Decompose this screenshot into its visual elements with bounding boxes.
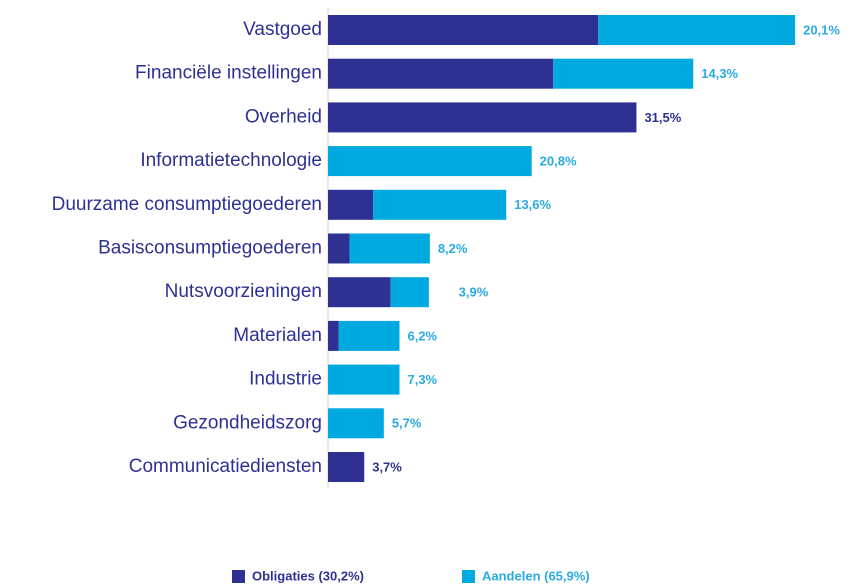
bar-segment — [328, 189, 374, 220]
value-label: 3,7% — [372, 459, 402, 474]
bar-segment — [553, 58, 694, 89]
value-label: 5,7% — [392, 416, 422, 431]
category-label: Vastgoed — [243, 19, 322, 40]
category-label: Financiële instellingen — [135, 63, 322, 84]
value-label: 3,9% — [459, 285, 489, 300]
bar-segment — [349, 233, 430, 264]
bar-segment — [328, 15, 599, 45]
legend-label: Obligaties (30,2%) — [252, 568, 364, 583]
value-label: 20,1% — [803, 22, 840, 37]
bar-segment — [328, 277, 391, 308]
bar-segment — [328, 233, 350, 264]
value-label: 14,3% — [701, 66, 738, 81]
value-label: 6,2% — [407, 328, 437, 343]
bar-segment — [373, 189, 507, 220]
category-label: Overheid — [245, 106, 322, 127]
value-label: 7,3% — [407, 372, 437, 387]
legend-swatch — [462, 570, 475, 583]
bar-segment — [328, 408, 384, 439]
category-label: Nutsvoorzieningen — [165, 281, 322, 302]
legend-swatch — [232, 570, 245, 583]
value-label: 31,5% — [644, 110, 681, 125]
bar-segment — [390, 277, 429, 308]
bar-segment — [328, 452, 365, 482]
bar-segment — [598, 15, 796, 45]
value-label: 20,8% — [540, 154, 577, 169]
bar-segment — [328, 102, 637, 133]
category-label: Basisconsumptiegoederen — [98, 238, 322, 259]
category-label: Gezondheidszorg — [173, 412, 322, 433]
bar-segment — [328, 146, 532, 177]
value-label: 13,6% — [514, 197, 551, 212]
bar-segment — [338, 320, 400, 351]
category-label: Duurzame consumptiegoederen — [52, 194, 322, 215]
legend-label: Aandelen (65,9%) — [482, 568, 590, 583]
bar-segment — [328, 320, 339, 351]
bar-segment — [328, 364, 400, 395]
category-label: Communicatiediensten — [129, 456, 322, 477]
value-label: 8,2% — [438, 241, 468, 256]
category-label: Informatietechnologie — [140, 150, 322, 171]
category-label: Materialen — [233, 325, 322, 346]
category-label: Industrie — [249, 369, 322, 390]
bar-segment — [328, 58, 554, 89]
